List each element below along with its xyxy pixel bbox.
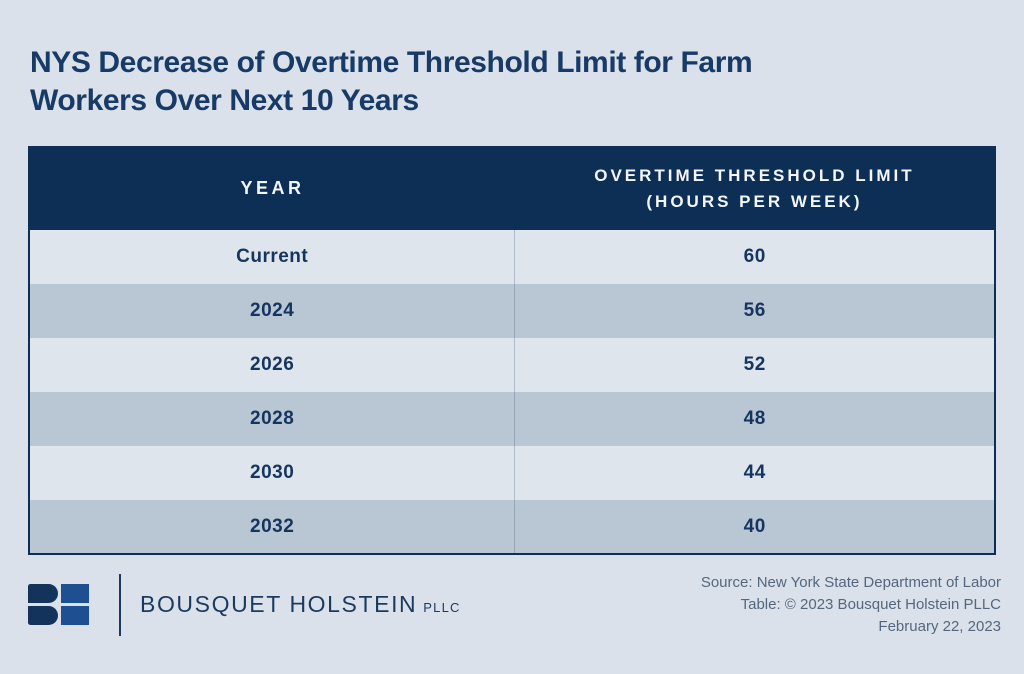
table-header: YEAR OVERTIME THRESHOLD LIMIT (HOURS PER… — [29, 147, 995, 231]
brand-wordmark: BOUSQUET HOLSTEIN PLLC — [140, 591, 461, 618]
limit-cell: 40 — [514, 500, 995, 555]
table-row: 2030 44 — [29, 446, 995, 501]
copyright-line: Table: © 2023 Bousquet Holstein PLLC — [740, 595, 1001, 613]
table-row: Current 60 — [29, 230, 995, 285]
bousquet-holstein-logo-icon — [28, 584, 89, 626]
header-row: YEAR OVERTIME THRESHOLD LIMIT (HOURS PER… — [29, 147, 995, 231]
table-row: 2024 56 — [29, 284, 995, 339]
table-row: 2032 40 — [29, 500, 995, 555]
brand-logo: BOUSQUET HOLSTEIN PLLC — [28, 573, 461, 636]
table-row: 2028 48 — [29, 392, 995, 447]
date-line: February 22, 2023 — [878, 617, 1001, 635]
table-body: Current 60 2024 56 2026 52 2028 48 2030 44 2032 40 — [29, 230, 995, 555]
limit-cell: 48 — [514, 392, 995, 447]
year-column-header: YEAR — [29, 147, 515, 231]
source-line: Source: New York State Department of Lab… — [700, 574, 1001, 591]
threshold-header-line1: OVERTIME THRESHOLD LIMIT — [594, 165, 915, 185]
logo-block-dark-bottom — [28, 606, 58, 626]
source-attribution: Source: New York State Department of Lab… — [701, 572, 1001, 637]
limit-cell: 52 — [514, 338, 995, 393]
logo-block-blue-top — [61, 584, 89, 604]
threshold-header-line2: (HOURS PER WEEK) — [646, 192, 863, 212]
footer: BOUSQUET HOLSTEIN PLLC Source: New York S… — [28, 572, 1001, 637]
threshold-column-header: OVERTIME THRESHOLD LIMIT (HOURS PER WEEK… — [514, 147, 995, 231]
logo-block-blue-bottom — [61, 606, 89, 626]
year-cell: 2028 — [29, 392, 516, 447]
year-cell: Current — [29, 230, 516, 285]
overtime-threshold-table: YEAR OVERTIME THRESHOLD LIMIT (HOURS PER… — [28, 146, 996, 556]
brand-name: BOUSQUET HOLSTEIN — [140, 591, 418, 618]
table-row: 2026 52 — [29, 338, 995, 393]
page-title: NYS Decrease of Overtime Threshold Limit… — [30, 46, 753, 118]
brand-suffix: PLLC — [423, 600, 461, 616]
logo-block-dark-top — [28, 584, 58, 604]
year-cell: 2032 — [29, 500, 516, 555]
limit-cell: 56 — [514, 284, 995, 339]
year-cell: 2030 — [29, 446, 516, 501]
table-container: YEAR OVERTIME THRESHOLD LIMIT (HOURS PER… — [28, 146, 996, 556]
year-cell: 2024 — [29, 284, 516, 339]
year-cell: 2026 — [29, 338, 516, 393]
limit-cell: 44 — [514, 446, 995, 501]
logo-divider — [119, 573, 121, 636]
limit-cell: 60 — [514, 230, 995, 285]
